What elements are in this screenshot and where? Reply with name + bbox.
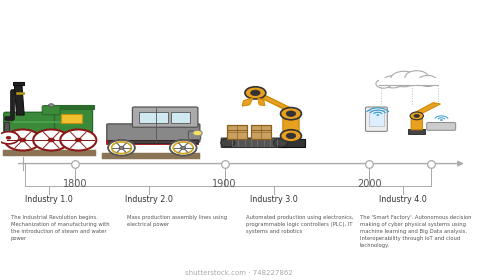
- FancyBboxPatch shape: [171, 112, 190, 123]
- FancyBboxPatch shape: [283, 117, 299, 139]
- Circle shape: [19, 138, 26, 142]
- Circle shape: [383, 76, 403, 88]
- Circle shape: [221, 139, 235, 147]
- Circle shape: [108, 140, 135, 155]
- Circle shape: [48, 138, 54, 142]
- Text: Industry 3.0: Industry 3.0: [250, 195, 298, 204]
- FancyBboxPatch shape: [106, 140, 198, 144]
- Circle shape: [414, 114, 420, 118]
- Text: 2000: 2000: [357, 179, 382, 189]
- FancyBboxPatch shape: [227, 125, 247, 139]
- Circle shape: [170, 140, 197, 155]
- Circle shape: [250, 90, 260, 96]
- Text: 1800: 1800: [63, 179, 87, 189]
- FancyBboxPatch shape: [4, 112, 70, 133]
- Text: Automated production using electronics,
programmable logic controllers (PLC), IT: Automated production using electronics, …: [246, 215, 353, 234]
- Text: Mass production assembly lines using
electrical power: Mass production assembly lines using ele…: [127, 215, 227, 227]
- FancyBboxPatch shape: [13, 121, 61, 123]
- FancyBboxPatch shape: [16, 92, 24, 94]
- Circle shape: [405, 71, 429, 85]
- Circle shape: [0, 132, 19, 144]
- FancyBboxPatch shape: [61, 114, 82, 123]
- Circle shape: [281, 130, 301, 142]
- Circle shape: [418, 75, 437, 87]
- Text: shutterstock.com · 748227862: shutterstock.com · 748227862: [185, 270, 293, 276]
- Text: Industry 2.0: Industry 2.0: [125, 195, 172, 204]
- Circle shape: [440, 119, 443, 121]
- FancyBboxPatch shape: [408, 129, 425, 134]
- FancyBboxPatch shape: [279, 139, 305, 147]
- Circle shape: [286, 133, 296, 139]
- Text: Industry 1.0: Industry 1.0: [25, 195, 73, 204]
- FancyBboxPatch shape: [53, 108, 92, 132]
- Circle shape: [75, 138, 82, 142]
- Circle shape: [410, 112, 423, 120]
- Circle shape: [281, 108, 301, 120]
- FancyBboxPatch shape: [189, 131, 201, 139]
- Circle shape: [273, 139, 288, 147]
- Text: The 'Smart Factory'. Autonomous decision
making of cyber physical systems using
: The 'Smart Factory'. Autonomous decision…: [360, 215, 471, 248]
- Circle shape: [181, 146, 186, 149]
- FancyBboxPatch shape: [379, 78, 438, 86]
- Text: Industry 4.0: Industry 4.0: [379, 195, 426, 204]
- FancyBboxPatch shape: [221, 138, 287, 148]
- Polygon shape: [250, 93, 296, 110]
- Text: The Industrial Revolution begins.
Mechanization of manufacturing with
the introd: The Industrial Revolution begins. Mechan…: [11, 215, 109, 241]
- Circle shape: [33, 129, 69, 151]
- FancyBboxPatch shape: [411, 116, 422, 130]
- FancyBboxPatch shape: [51, 105, 94, 109]
- Circle shape: [60, 129, 97, 151]
- Circle shape: [119, 146, 124, 149]
- Circle shape: [108, 140, 135, 155]
- Circle shape: [376, 114, 379, 116]
- Polygon shape: [413, 102, 441, 114]
- FancyBboxPatch shape: [132, 107, 198, 127]
- FancyBboxPatch shape: [107, 124, 200, 142]
- Circle shape: [181, 146, 186, 149]
- Circle shape: [170, 140, 197, 155]
- FancyBboxPatch shape: [13, 82, 24, 85]
- Circle shape: [391, 71, 417, 87]
- Polygon shape: [14, 83, 24, 115]
- Circle shape: [119, 146, 124, 149]
- FancyBboxPatch shape: [108, 140, 198, 143]
- FancyBboxPatch shape: [139, 112, 167, 123]
- Circle shape: [49, 104, 54, 107]
- Circle shape: [5, 129, 41, 151]
- FancyBboxPatch shape: [427, 123, 456, 130]
- Circle shape: [6, 136, 11, 139]
- FancyBboxPatch shape: [250, 125, 271, 139]
- FancyBboxPatch shape: [365, 107, 387, 131]
- Circle shape: [193, 130, 202, 136]
- FancyBboxPatch shape: [42, 106, 60, 115]
- FancyBboxPatch shape: [4, 122, 8, 133]
- Polygon shape: [258, 98, 265, 106]
- Circle shape: [286, 111, 296, 116]
- Text: 1900: 1900: [212, 179, 237, 189]
- Polygon shape: [242, 98, 253, 106]
- FancyBboxPatch shape: [369, 109, 384, 126]
- Circle shape: [376, 79, 391, 88]
- Circle shape: [245, 87, 266, 99]
